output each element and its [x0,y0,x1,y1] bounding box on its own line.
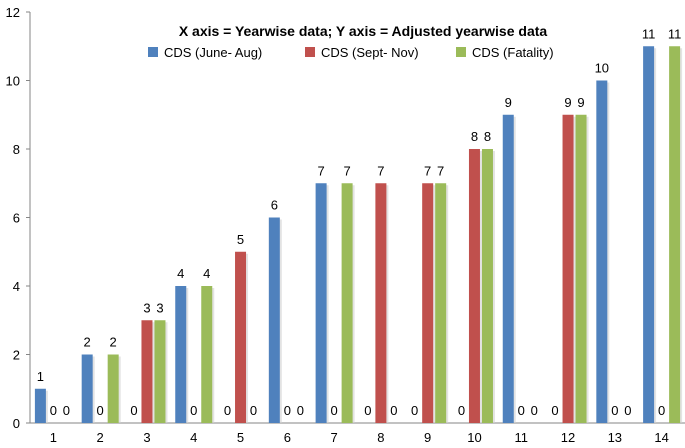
y-tick-label: 8 [13,142,20,157]
data-label: 6 [271,198,278,213]
y-tick-label: 0 [13,416,20,431]
bar [375,183,387,423]
x-tick-label: 13 [608,430,622,445]
data-label: 7 [424,163,431,178]
data-label: 7 [437,163,444,178]
data-label: 7 [377,163,384,178]
data-label: 0 [63,403,70,418]
data-label: 10 [595,61,609,76]
x-tick-label: 5 [237,430,244,445]
data-label: 0 [624,403,631,418]
data-label: 9 [577,95,584,110]
data-label: 0 [551,403,558,418]
data-label: 0 [284,403,291,418]
bar [435,183,447,423]
data-label: 4 [203,266,210,281]
data-label: 7 [343,163,350,178]
bar [502,114,514,423]
bar [422,183,434,423]
bars [34,46,683,423]
data-label: 4 [177,266,184,281]
bar [175,286,187,423]
x-tick-label: 2 [97,430,104,445]
x-tick-label: 11 [515,430,529,445]
data-label: 11 [642,26,656,41]
bar [107,354,119,423]
legend-label: CDS (Sept- Nov) [321,45,419,60]
chart-title: X axis = Yearwise data; Y axis = Adjuste… [179,23,548,39]
x-tick-label: 12 [561,430,575,445]
x-tick-label: 6 [284,430,291,445]
bar [268,217,280,423]
x-tick-label: 4 [190,430,197,445]
data-label: 0 [658,403,665,418]
legend-swatch [456,47,466,57]
data-label: 0 [97,403,104,418]
data-label: 0 [250,403,257,418]
bar [481,149,493,423]
legend-label: CDS (Fatality) [472,45,554,60]
bar [468,149,480,423]
bar [34,388,46,423]
data-label: 8 [484,129,491,144]
x-tick-label: 3 [143,430,150,445]
y-tick-label: 10 [6,74,20,89]
data-label: 3 [143,300,150,315]
bar [562,114,574,423]
bar [201,286,213,423]
data-label: 7 [317,163,324,178]
data-label: 5 [237,232,244,247]
data-label: 0 [411,403,418,418]
data-label: 9 [505,95,512,110]
data-label: 0 [518,403,525,418]
bar [341,183,353,423]
y-tick-label: 6 [13,211,20,226]
data-label: 0 [531,403,538,418]
data-label: 9 [564,95,571,110]
data-label: 0 [190,403,197,418]
legend-swatch [305,47,315,57]
bar [154,320,166,423]
x-tick-label: 7 [330,430,337,445]
bar [235,251,247,423]
data-label: 2 [84,335,91,350]
data-label: 0 [611,403,618,418]
data-label: 11 [668,26,682,41]
x-tick-label: 10 [467,430,481,445]
data-label: 2 [110,335,117,350]
legend-swatch [148,47,158,57]
data-label: 0 [330,403,337,418]
x-tick-label: 1 [50,430,57,445]
bar [669,46,681,423]
x-tick-label: 14 [654,430,668,445]
data-label: 0 [297,403,304,418]
data-label: 1 [37,369,44,384]
bar [596,80,608,423]
data-label: 3 [156,300,163,315]
bar [315,183,327,423]
legend-label: CDS (June- Aug) [164,45,262,60]
y-tick-label: 2 [13,348,20,363]
data-label: 0 [390,403,397,418]
legend: CDS (June- Aug) CDS (Sept- Nov) CDS (Fatal… [148,45,554,60]
data-label: 0 [130,403,137,418]
bar [141,320,153,423]
bar [575,114,587,423]
data-label: 0 [224,403,231,418]
x-tick-label: 8 [377,430,384,445]
bar [643,46,655,423]
bar [81,354,93,423]
data-label: 8 [471,129,478,144]
data-label: 0 [458,403,465,418]
data-label: 0 [50,403,57,418]
y-tick-label: 12 [6,5,20,20]
data-label: 0 [364,403,371,418]
y-tick-label: 4 [13,279,20,294]
x-tick-label: 9 [424,430,431,445]
